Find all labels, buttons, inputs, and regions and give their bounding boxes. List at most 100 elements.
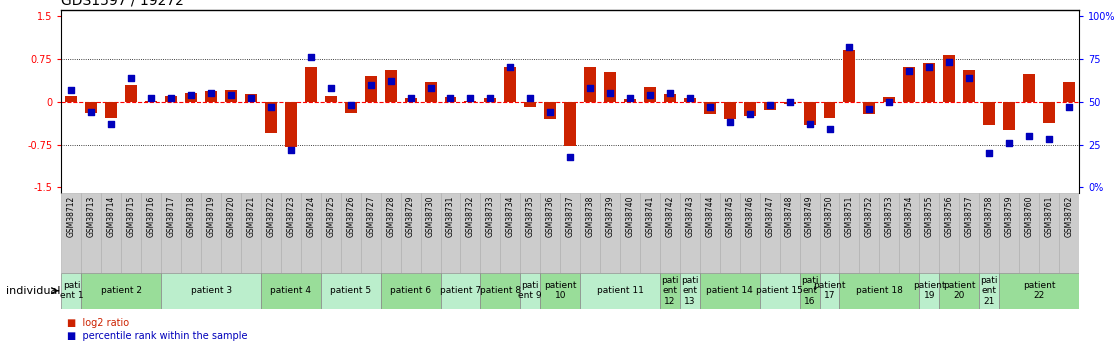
Text: pati
ent 1: pati ent 1: [59, 281, 83, 300]
Text: GSM38761: GSM38761: [1044, 196, 1053, 237]
Text: GSM38721: GSM38721: [246, 196, 256, 237]
Bar: [540, 193, 560, 273]
Text: patient
19: patient 19: [913, 281, 946, 300]
Point: [362, 82, 380, 87]
Bar: [501, 193, 520, 273]
Text: GSM38732: GSM38732: [466, 196, 475, 237]
Bar: [983, 102, 995, 125]
Bar: [85, 102, 97, 113]
Bar: [245, 94, 257, 102]
Point: [142, 96, 160, 101]
Point: [103, 121, 121, 127]
Bar: [445, 97, 456, 102]
Bar: [66, 96, 77, 102]
Point: [920, 65, 938, 70]
Bar: [61, 193, 82, 273]
Bar: [779, 193, 799, 273]
Bar: [620, 193, 639, 273]
Point: [661, 90, 679, 96]
Text: GSM38713: GSM38713: [87, 196, 96, 237]
Bar: [584, 68, 596, 102]
Text: GSM38723: GSM38723: [286, 196, 295, 237]
Point: [162, 96, 180, 101]
Text: GSM38754: GSM38754: [904, 196, 913, 237]
Point: [760, 102, 778, 108]
Text: GSM38722: GSM38722: [266, 196, 275, 237]
Bar: [440, 273, 481, 309]
Bar: [639, 193, 660, 273]
Point: [381, 78, 399, 84]
Text: GSM38714: GSM38714: [107, 196, 116, 237]
Bar: [260, 273, 321, 309]
Point: [622, 96, 639, 101]
Bar: [504, 68, 517, 102]
Bar: [720, 193, 740, 273]
Text: GSM38748: GSM38748: [785, 196, 794, 237]
Point: [182, 92, 200, 98]
Text: ■  log2 ratio: ■ log2 ratio: [67, 318, 130, 327]
Bar: [265, 102, 277, 133]
Text: pati
ent
12: pati ent 12: [661, 276, 679, 306]
Text: GSM38757: GSM38757: [965, 196, 974, 237]
Bar: [1043, 102, 1055, 124]
Bar: [281, 193, 301, 273]
Bar: [565, 102, 576, 146]
Bar: [481, 273, 520, 309]
Bar: [760, 193, 779, 273]
Point: [421, 85, 439, 91]
Bar: [122, 193, 141, 273]
Point: [900, 68, 918, 74]
Bar: [1039, 193, 1059, 273]
Bar: [760, 273, 799, 309]
Bar: [205, 91, 217, 102]
Bar: [125, 85, 138, 102]
Bar: [764, 102, 776, 110]
Bar: [964, 70, 975, 102]
Bar: [1018, 193, 1039, 273]
Bar: [784, 102, 796, 104]
Bar: [321, 273, 380, 309]
Point: [262, 104, 280, 110]
Bar: [979, 273, 999, 309]
Text: GSM38759: GSM38759: [1005, 196, 1014, 237]
Point: [601, 90, 619, 96]
Text: GSM38719: GSM38719: [207, 196, 216, 237]
Bar: [944, 55, 955, 102]
Text: patient
17: patient 17: [813, 281, 845, 300]
Text: patient 8: patient 8: [480, 286, 521, 295]
Text: GSM38740: GSM38740: [626, 196, 635, 237]
Text: patient 2: patient 2: [101, 286, 142, 295]
Bar: [819, 273, 840, 309]
Text: GSM38716: GSM38716: [146, 196, 155, 237]
Text: GSM38725: GSM38725: [326, 196, 335, 237]
Text: GSM38756: GSM38756: [945, 196, 954, 237]
Point: [401, 96, 419, 101]
Point: [1040, 137, 1058, 142]
Bar: [82, 273, 161, 309]
Text: GSM38734: GSM38734: [505, 196, 514, 237]
Bar: [680, 193, 700, 273]
Bar: [1023, 75, 1035, 102]
Bar: [285, 102, 297, 148]
Point: [302, 55, 320, 60]
Bar: [923, 63, 936, 102]
Bar: [939, 193, 959, 273]
Text: patient
20: patient 20: [942, 281, 975, 300]
Point: [122, 75, 140, 80]
Point: [581, 85, 599, 91]
Text: GSM38739: GSM38739: [606, 196, 615, 237]
Bar: [82, 193, 102, 273]
Bar: [979, 193, 999, 273]
Text: pati
ent
13: pati ent 13: [681, 276, 699, 306]
Text: patient
22: patient 22: [1023, 281, 1055, 300]
Point: [701, 104, 719, 110]
Bar: [461, 193, 481, 273]
Bar: [740, 193, 760, 273]
Bar: [939, 273, 979, 309]
Point: [462, 96, 480, 101]
Bar: [1003, 102, 1015, 130]
Bar: [540, 273, 580, 309]
Bar: [145, 101, 158, 102]
Text: GSM38742: GSM38742: [665, 196, 674, 237]
Point: [322, 85, 340, 91]
